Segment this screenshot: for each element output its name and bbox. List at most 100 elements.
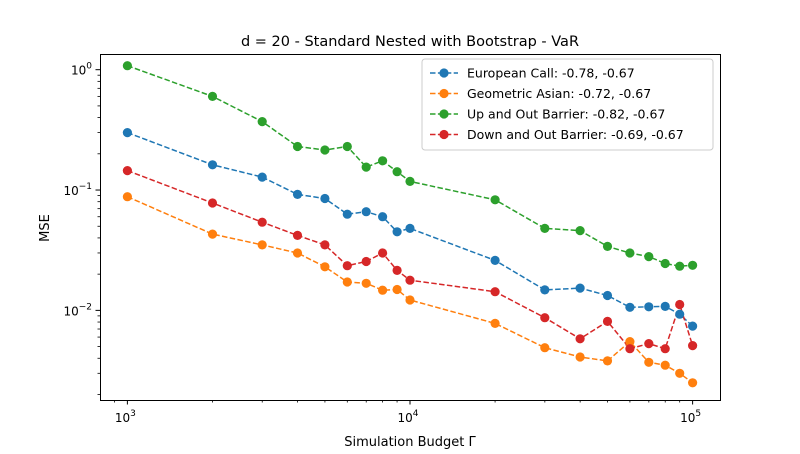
data-point-1 (575, 352, 585, 362)
data-point-1 (540, 343, 550, 353)
data-point-3 (540, 313, 550, 323)
data-point-0 (122, 128, 132, 138)
legend-marker (439, 109, 449, 119)
data-point-3 (625, 344, 635, 354)
data-point-0 (575, 283, 585, 293)
data-point-0 (292, 189, 303, 199)
data-point-3 (207, 198, 218, 208)
data-point-3 (688, 341, 698, 351)
data-point-1 (122, 192, 132, 202)
data-point-1 (320, 262, 330, 272)
data-point-2 (602, 241, 613, 251)
data-point-1 (602, 356, 613, 366)
data-point-0 (405, 223, 415, 233)
data-point-0 (688, 321, 698, 331)
x-tick-label: 103 (115, 409, 136, 425)
data-point-1 (688, 378, 698, 388)
data-point-2 (342, 141, 352, 152)
data-point-3 (660, 344, 670, 354)
data-point-2 (392, 167, 402, 177)
data-point-2 (490, 195, 500, 205)
data-point-3 (602, 316, 613, 326)
data-point-3 (320, 240, 330, 250)
y-tick-label: 100 (71, 62, 92, 78)
data-point-1 (361, 278, 371, 288)
legend-label: Up and Out Barrier: -0.82, -0.67 (467, 107, 665, 122)
data-point-2 (540, 223, 550, 233)
data-point-1 (292, 248, 303, 258)
data-point-0 (257, 172, 267, 182)
data-point-0 (392, 227, 402, 237)
data-point-1 (405, 295, 415, 305)
data-point-0 (675, 309, 685, 319)
data-point-2 (675, 261, 685, 271)
data-point-1 (257, 240, 267, 250)
legend-marker (439, 68, 449, 78)
y-axis: 100 10−1 10−2 (63, 62, 100, 395)
legend-marker (439, 129, 449, 140)
chart-title: d = 20 - Standard Nested with Bootstrap … (241, 34, 579, 50)
data-point-0 (207, 160, 218, 170)
x-tick-label: 104 (397, 409, 418, 425)
data-point-2 (688, 260, 698, 270)
data-point-1 (490, 318, 500, 328)
data-point-0 (490, 255, 500, 265)
x-axis-label: Simulation Budget Γ (344, 435, 476, 450)
data-point-2 (625, 248, 635, 258)
data-point-0 (540, 285, 550, 295)
data-point-2 (644, 252, 654, 262)
legend-label: Down and Out Barrier: -0.69, -0.67 (467, 127, 684, 142)
legend-box (421, 58, 714, 151)
data-point-0 (602, 290, 613, 301)
data-point-3 (490, 287, 500, 297)
legend: European Call: -0.78, -0.67 Geometric Asi… (421, 58, 714, 151)
data-point-3 (361, 256, 371, 267)
data-point-3 (675, 299, 685, 310)
y-tick-label: 10−1 (63, 182, 92, 198)
data-point-2 (257, 117, 267, 127)
data-point-0 (320, 193, 330, 204)
data-point-3 (122, 166, 132, 176)
y-axis-label: MSE (38, 214, 53, 242)
data-point-3 (342, 261, 352, 271)
x-axis: 103 104 105 (114, 400, 701, 425)
data-point-3 (405, 275, 415, 285)
data-point-3 (292, 230, 303, 240)
legend-label: European Call: -0.78, -0.67 (467, 66, 635, 81)
data-point-0 (660, 301, 670, 311)
data-point-1 (644, 357, 654, 367)
legend-marker (439, 88, 449, 99)
data-point-2 (122, 61, 132, 71)
data-point-1 (660, 360, 670, 370)
data-point-0 (361, 207, 371, 217)
data-point-3 (644, 339, 654, 349)
data-point-2 (207, 91, 218, 101)
data-point-2 (405, 176, 415, 186)
data-point-3 (392, 265, 402, 275)
data-point-1 (625, 337, 635, 347)
y-tick-label: 10−2 (63, 302, 92, 318)
data-point-2 (575, 226, 585, 236)
data-point-0 (644, 302, 654, 312)
data-point-2 (361, 162, 371, 172)
data-point-1 (378, 285, 388, 295)
data-point-0 (378, 212, 388, 222)
plot-markers (122, 61, 698, 388)
data-point-3 (378, 248, 388, 258)
x-tick-label: 105 (680, 409, 701, 425)
data-point-1 (207, 229, 218, 239)
legend-label: Geometric Asian: -0.72, -0.67 (467, 86, 651, 101)
data-point-1 (675, 368, 685, 378)
data-point-1 (392, 284, 402, 295)
data-point-2 (660, 258, 670, 269)
data-point-3 (257, 217, 267, 227)
data-point-2 (320, 145, 330, 155)
data-point-1 (342, 277, 352, 287)
data-point-0 (342, 209, 352, 219)
data-point-2 (378, 156, 388, 166)
data-point-0 (625, 302, 635, 312)
data-point-2 (292, 141, 303, 152)
data-point-3 (575, 334, 585, 344)
